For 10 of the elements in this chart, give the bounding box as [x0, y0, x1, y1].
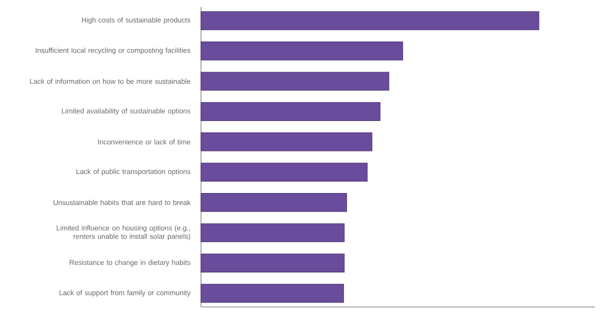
bar — [200, 132, 372, 152]
bar — [200, 11, 540, 30]
bar — [200, 102, 380, 121]
bar — [200, 223, 345, 242]
bar — [200, 42, 404, 60]
bar — [200, 284, 344, 303]
bar — [200, 193, 347, 212]
bar — [200, 72, 390, 91]
bar — [200, 254, 345, 272]
bar — [200, 162, 368, 182]
